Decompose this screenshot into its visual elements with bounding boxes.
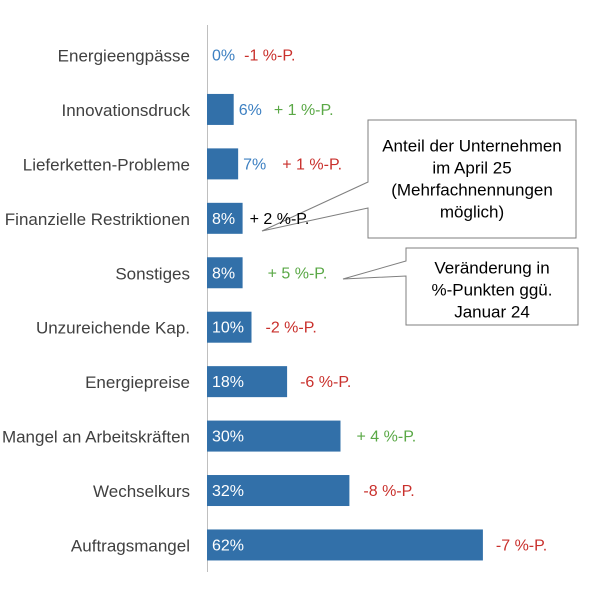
- bar: [207, 420, 341, 452]
- category-label: Energieengpässe: [58, 47, 190, 66]
- chart-row: Sonstiges 8% + 5 %-P.: [115, 257, 328, 289]
- callout-share-line: (Mehrfachnennungen: [391, 181, 553, 200]
- category-label: Unzureichende Kap.: [36, 319, 190, 338]
- callout-change-box: [342, 247, 579, 326]
- value-label: 8%: [212, 265, 235, 282]
- value-label: 6%: [239, 102, 262, 119]
- value-label: 7%: [243, 156, 266, 173]
- chart-row: Unzureichende Kap. 10% -2 %-P.: [36, 311, 317, 343]
- value-label: 18%: [212, 374, 244, 391]
- callout-share-line: im April 25: [432, 159, 511, 178]
- callout-change-line: %-Punkten ggü.: [432, 281, 553, 300]
- chart-row: Energiepreise 18% -6 %-P.: [85, 366, 351, 398]
- change-label: -8 %-P.: [363, 483, 414, 500]
- value-label: 62%: [212, 537, 244, 554]
- bar: [207, 311, 252, 343]
- bar: [207, 529, 483, 561]
- callout-share-line: möglich): [440, 203, 504, 222]
- callout-change-line: Veränderung in: [434, 259, 549, 278]
- change-label: -7 %-P.: [496, 537, 547, 554]
- bar: [207, 148, 239, 180]
- callout-share-box: [261, 119, 577, 239]
- category-label: Mangel an Arbeitskräften: [2, 428, 190, 447]
- change-label: -6 %-P.: [300, 374, 351, 391]
- change-label: + 4 %-P.: [357, 429, 417, 446]
- chart-row: Innovationsdruck 6% + 1 %-P.: [61, 93, 334, 125]
- chart-row: Auftragsmangel 62% -7 %-P.: [71, 529, 547, 561]
- chart-row: Lieferketten-Probleme 7% + 1 %-P.: [23, 148, 342, 180]
- change-label: -2 %-P.: [266, 320, 317, 337]
- callout-change: Veränderung in %-Punkten ggü. Januar 24: [342, 247, 579, 326]
- category-label: Energiepreise: [85, 373, 190, 392]
- category-label: Innovationsdruck: [61, 101, 190, 120]
- change-label: + 1 %-P.: [274, 102, 334, 119]
- callout-change-line: Januar 24: [454, 303, 530, 322]
- bar: [207, 366, 288, 398]
- bar: [207, 93, 234, 125]
- value-label: 10%: [212, 320, 244, 337]
- chart-row: Wechselkurs 32% -8 %-P.: [93, 475, 415, 507]
- value-label: 0%: [212, 48, 235, 65]
- chart-row: Finanzielle Restriktionen 8% + 2 %-P.: [5, 202, 310, 234]
- callout-share: Anteil der Unternehmen im April 25 (Mehr…: [261, 119, 577, 239]
- change-label: + 2 %-P.: [250, 211, 310, 228]
- value-label: 30%: [212, 429, 244, 446]
- category-label: Auftragsmangel: [71, 536, 190, 555]
- chart-row: Mangel an Arbeitskräften 30% + 4 %-P.: [2, 420, 417, 452]
- change-label: -1 %-P.: [244, 48, 295, 65]
- value-label: 8%: [212, 211, 235, 228]
- category-label: Sonstiges: [115, 264, 190, 283]
- chart-rows: Energieengpässe 0% -1 %-P. Innovationsdruck…: [2, 47, 547, 561]
- category-label: Finanzielle Restriktionen: [5, 210, 190, 229]
- change-label: + 5 %-P.: [268, 265, 328, 282]
- chart-row: Energieengpässe 0% -1 %-P.: [58, 47, 296, 66]
- change-label: + 1 %-P.: [282, 156, 342, 173]
- category-label: Lieferketten-Probleme: [23, 155, 190, 174]
- value-label: 32%: [212, 483, 244, 500]
- bar: [207, 202, 243, 234]
- callout-share-line: Anteil der Unternehmen: [382, 137, 562, 156]
- category-label: Wechselkurs: [93, 482, 190, 501]
- bar: [207, 257, 243, 289]
- bar: [207, 475, 350, 507]
